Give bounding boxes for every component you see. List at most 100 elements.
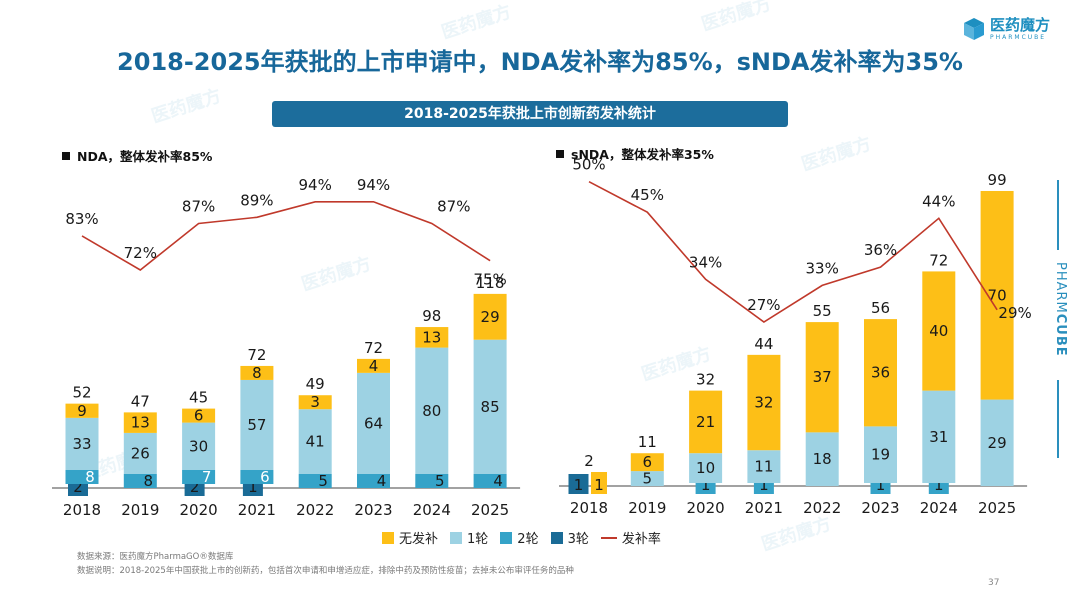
nda-bar-no-supplement [415, 327, 449, 348]
nda-rate-label: 94% [357, 176, 390, 194]
brand-divider [1057, 380, 1059, 458]
data-note: 数据说明：2018-2025年中国获批上市的创新药，包括首次申请和申增适应症，排… [77, 566, 574, 576]
snda-chart-title-text: sNDA，整体发补率35% [571, 147, 714, 162]
legend-label: 无发补 [399, 532, 439, 547]
nda-label-round1: 41 [306, 433, 325, 451]
nda-x-tick: 2020 [180, 501, 218, 519]
brand-divider [1057, 180, 1059, 250]
nda-rate-label: 72% [124, 244, 157, 262]
snda-label-no-supplement: 1 [594, 476, 604, 494]
nda-rate-label: 87% [437, 198, 470, 216]
page-number: 37 [988, 578, 1000, 588]
nda-bar-round2 [123, 474, 157, 488]
cube-logo-icon [964, 18, 984, 40]
nda-bar-round1 [298, 409, 332, 474]
snda-rate-label: 34% [689, 253, 722, 271]
nda-x-tick: 2025 [471, 501, 509, 519]
vertical-brand-text: PHARMCUBE [1053, 262, 1068, 357]
nda-bar-round1 [123, 432, 157, 474]
snda-rate-label: 50% [572, 156, 605, 174]
bullet-square-icon [62, 152, 70, 160]
snda-label-no-supplement: 32 [754, 394, 773, 412]
snda-rate-label: 45% [631, 186, 664, 204]
snda-x-tick: 2025 [978, 499, 1016, 517]
nda-label-no-supplement: 4 [369, 357, 379, 375]
snda-label-total: 2 [584, 452, 594, 470]
nda-rate-label: 83% [65, 210, 98, 228]
snda-x-tick: 2018 [570, 499, 608, 517]
snda-rate-label: 33% [806, 259, 839, 277]
legend-item-round2: 2轮 [500, 528, 539, 547]
nda-bar-round2 [65, 470, 99, 484]
nda-rate-line [81, 201, 491, 271]
nda-x-tick: 2023 [354, 501, 392, 519]
nda-bar-round2 [357, 474, 390, 488]
nda-label-round2: 5 [435, 472, 445, 490]
chart-banner: 2018-2025年获批上市创新药发补统计 [272, 101, 788, 127]
nda-label-round2: 4 [493, 472, 503, 490]
nda-bar-round2 [298, 474, 332, 488]
nda-label-round3: 2 [73, 478, 83, 496]
nda-rate-label: 87% [182, 198, 215, 216]
snda-rate-label: 27% [747, 296, 780, 314]
bullet-square-icon [556, 150, 564, 158]
legend-label: 发补率 [621, 532, 661, 547]
nda-rate-label: 89% [240, 191, 273, 209]
nda-x-tick: 2019 [121, 501, 159, 519]
nda-label-total: 72 [364, 339, 383, 357]
snda-label-total: 44 [754, 335, 773, 353]
snda-bar-no-supplement [630, 453, 664, 472]
nda-label-round2: 8 [144, 472, 154, 490]
snda-label-no-supplement: 36 [871, 364, 890, 382]
logo-en-text: PHARMCUBE [990, 33, 1047, 41]
nda-bar-round2 [473, 474, 507, 488]
nda-label-round1: 80 [422, 402, 441, 420]
nda-label-total: 45 [189, 389, 208, 407]
snda-x-tick: 2020 [687, 499, 725, 517]
nda-label-round1: 30 [189, 437, 208, 455]
pharmcube-logo: 医药魔方 PHARMCUBE [963, 17, 1050, 41]
nda-bar-round1 [473, 339, 507, 474]
snda-label-round1: 18 [813, 450, 832, 468]
nda-bar-no-supplement [65, 403, 99, 418]
snda-label-total: 55 [813, 302, 832, 320]
nda-bar-round2 [415, 474, 449, 488]
snda-bar-round1 [630, 471, 664, 486]
snda-x-tick: 2021 [745, 499, 783, 517]
nda-bar-no-supplement [298, 395, 332, 410]
legend-item-round3: 3轮 [550, 528, 589, 547]
legend-line-swatch [600, 536, 617, 539]
nda-bar-no-supplement [123, 412, 157, 433]
nda-bar-no-supplement [473, 293, 507, 340]
nda-label-no-supplement: 8 [252, 364, 262, 382]
nda-chart-title: NDA，整体发补率85% [62, 146, 212, 165]
snda-label-no-supplement: 40 [929, 322, 948, 340]
nda-bar-no-supplement [357, 358, 390, 373]
legend-item-round1: 1轮 [450, 528, 488, 547]
nda-x-tick: 2018 [63, 501, 101, 519]
snda-label-round1: 31 [929, 428, 948, 446]
snda-label-no-supplement: 37 [813, 368, 832, 386]
nda-label-no-supplement: 3 [310, 393, 320, 411]
nda-bar-no-supplement [240, 365, 274, 380]
nda-label-round1: 57 [247, 416, 266, 434]
nda-bar-round1 [65, 417, 99, 470]
snda-rate-line [588, 180, 998, 323]
footer-notes: 数据来源：医药魔方PharmaGO®数据库 数据说明：2018-2025年中国获… [77, 550, 574, 578]
nda-label-total: 98 [422, 307, 441, 325]
nda-label-total: 52 [72, 384, 91, 402]
snda-label-round2: 1 [701, 476, 711, 494]
snda-bar-round1 [864, 426, 897, 483]
snda-label-round1: 29 [988, 434, 1007, 452]
snda-label-no-supplement: 21 [696, 413, 715, 431]
snda-label-round1: 11 [754, 458, 773, 476]
logo-cn-text: 医药魔方 [990, 15, 1051, 34]
legend-label: 2轮 [517, 532, 539, 547]
nda-label-round1: 85 [481, 398, 500, 416]
snda-rate-label: 29% [998, 304, 1031, 322]
nda-label-no-supplement: 13 [422, 328, 441, 346]
snda-label-round3: 1 [574, 476, 584, 494]
nda-bar-round2 [240, 470, 274, 484]
legend-swatch [500, 531, 513, 544]
